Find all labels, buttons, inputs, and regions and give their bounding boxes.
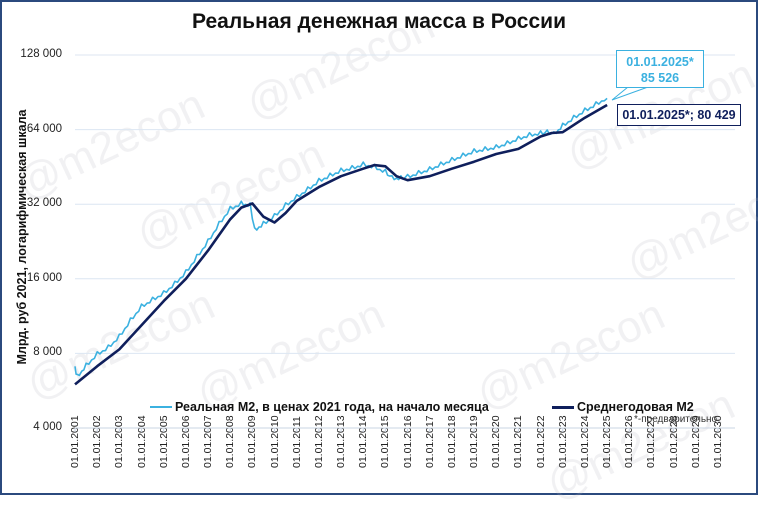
legend-label-avg: Среднегодовая М2 — [577, 400, 694, 414]
avg-m2-line — [74, 103, 608, 386]
real-callout: 01.01.2025* 85 526 — [616, 50, 704, 88]
legend-swatch-avg — [552, 405, 574, 409]
y-tick-label: 8 000 — [33, 346, 62, 359]
y-tick-label: 16 000 — [26, 271, 62, 284]
chart-title: Реальная денежная масса в России — [191, 10, 566, 33]
legend-item-real: Реальная М2, в ценах 2021 года, на начал… — [150, 400, 489, 414]
legend-label-real: Реальная М2, в ценах 2021 года, на начал… — [175, 400, 489, 414]
real-callout-leader — [611, 86, 649, 101]
y-tick-label: 4 000 — [33, 421, 62, 433]
real-callout-value: 85 526 — [640, 71, 680, 85]
legend-swatch-real — [150, 406, 172, 408]
legend-item-avg: Среднегодовая М2 — [552, 400, 694, 414]
y-tick-label: 32 000 — [26, 197, 62, 210]
avg-callout-text: 01.01.2025*; 80 429 — [622, 108, 736, 122]
real-m2-line — [74, 97, 608, 377]
preliminary-note: *-предварительно — [634, 414, 718, 425]
real-callout-date: 01.01.2025* — [626, 55, 694, 69]
y-tick-label: 128 000 — [20, 48, 62, 60]
y-tick-label: 64 000 — [26, 122, 62, 135]
avg-callout: 01.01.2025*; 80 429 — [617, 104, 741, 126]
